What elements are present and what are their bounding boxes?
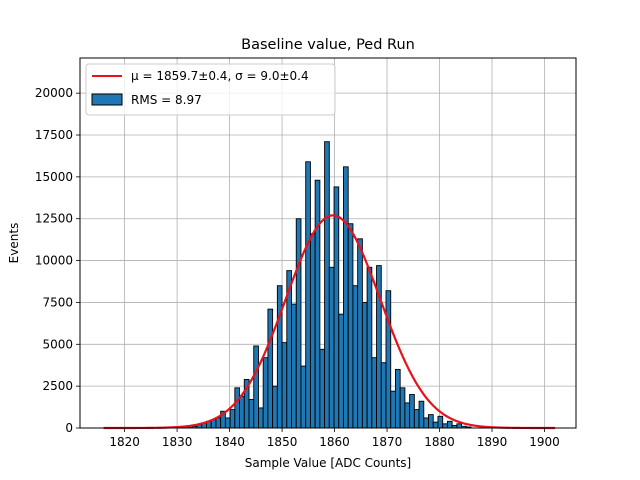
histogram-bar bbox=[333, 186, 340, 429]
x-tick-label: 1890 bbox=[477, 435, 508, 449]
histogram-bar bbox=[305, 161, 311, 429]
y-tick-label: 17500 bbox=[35, 128, 73, 142]
x-tick-label: 1870 bbox=[372, 435, 403, 449]
legend-box bbox=[85, 63, 336, 116]
histogram-bar bbox=[253, 345, 259, 429]
histogram-bar bbox=[338, 313, 344, 429]
histogram-bar bbox=[418, 400, 425, 429]
histogram-bar bbox=[385, 290, 392, 429]
x-tick-label: 1880 bbox=[424, 435, 455, 449]
histogram-bar bbox=[428, 414, 434, 429]
histogram-bar bbox=[224, 417, 231, 429]
histogram-bar bbox=[437, 415, 444, 429]
histogram-bar bbox=[442, 423, 448, 429]
fit-curve-layer bbox=[103, 214, 556, 430]
histogram-bar bbox=[319, 348, 326, 429]
histogram-bar bbox=[295, 218, 302, 429]
histogram-bar bbox=[267, 308, 274, 429]
y-axis-label: Events bbox=[7, 223, 21, 264]
x-axis-label: Sample Value [ADC Counts] bbox=[245, 456, 411, 470]
y-tick-label: 10000 bbox=[35, 254, 73, 268]
histogram-bar bbox=[380, 362, 387, 429]
legend-fit-label: μ = 1859.7±0.4, σ = 9.0±0.4 bbox=[131, 69, 309, 83]
x-tick-label: 1900 bbox=[529, 435, 560, 449]
histogram-bar bbox=[276, 285, 283, 429]
y-tick-label: 7500 bbox=[42, 295, 73, 309]
histogram-bar bbox=[215, 417, 222, 429]
x-tick-label: 1830 bbox=[162, 435, 193, 449]
histogram-bar bbox=[281, 342, 288, 429]
y-tick-label: 12500 bbox=[35, 212, 73, 226]
histogram-bar bbox=[413, 409, 420, 429]
legend-histogram-swatch bbox=[91, 93, 123, 106]
histogram-bar bbox=[291, 303, 297, 429]
histogram-bar bbox=[432, 421, 439, 429]
histogram-bar bbox=[347, 223, 354, 429]
x-tick-label: 1850 bbox=[267, 435, 298, 449]
histogram-bar bbox=[324, 141, 330, 429]
legend: μ = 1859.7±0.4, σ = 9.0±0.4 RMS = 8.97 bbox=[85, 63, 336, 116]
histogram-bar bbox=[328, 266, 335, 429]
histogram-bar bbox=[258, 407, 264, 429]
gaussian-fit-curve bbox=[103, 214, 556, 430]
histogram-bar bbox=[409, 394, 415, 429]
histogram-bar bbox=[314, 179, 321, 429]
x-tick-label: 1860 bbox=[319, 435, 350, 449]
histogram-bar bbox=[262, 357, 269, 429]
histogram-bar bbox=[357, 238, 363, 429]
histogram-bar bbox=[404, 402, 411, 429]
histogram-bar bbox=[390, 390, 396, 429]
histogram-bar bbox=[423, 417, 429, 429]
histogram-bar bbox=[300, 365, 307, 429]
histogram-bar bbox=[371, 357, 378, 429]
y-tick-label: 0 bbox=[65, 421, 73, 435]
axis-ticks: 1820 1830 1840 1850 1860 1870 1880 1890 1900 0 250… bbox=[35, 86, 560, 449]
histogram-bar bbox=[248, 399, 255, 429]
y-tick-label: 15000 bbox=[35, 170, 73, 184]
y-tick-label: 20000 bbox=[35, 86, 73, 100]
histogram-bar bbox=[394, 368, 401, 429]
histogram-bar bbox=[239, 395, 245, 429]
histogram-bars bbox=[187, 141, 472, 429]
histogram-bar bbox=[446, 420, 453, 429]
histogram-bar bbox=[456, 423, 463, 429]
histogram-bar bbox=[399, 387, 406, 429]
histogram-bar bbox=[309, 233, 316, 429]
x-tick-label: 1820 bbox=[109, 435, 140, 449]
plot-frame bbox=[79, 57, 577, 429]
x-tick-label: 1840 bbox=[214, 435, 245, 449]
histogram-bar bbox=[229, 409, 236, 429]
histogram-bar bbox=[234, 387, 241, 429]
histogram-bar bbox=[366, 266, 373, 429]
histogram-bar bbox=[272, 385, 278, 429]
chart-title: Baseline value, Ped Run bbox=[241, 37, 415, 53]
y-tick-label: 2500 bbox=[42, 379, 73, 393]
y-tick-label: 5000 bbox=[42, 337, 73, 351]
histogram-bar bbox=[343, 166, 349, 429]
histogram-bar bbox=[361, 301, 368, 429]
legend-histogram-label: RMS = 8.97 bbox=[131, 93, 202, 107]
histogram-bar bbox=[352, 285, 359, 429]
